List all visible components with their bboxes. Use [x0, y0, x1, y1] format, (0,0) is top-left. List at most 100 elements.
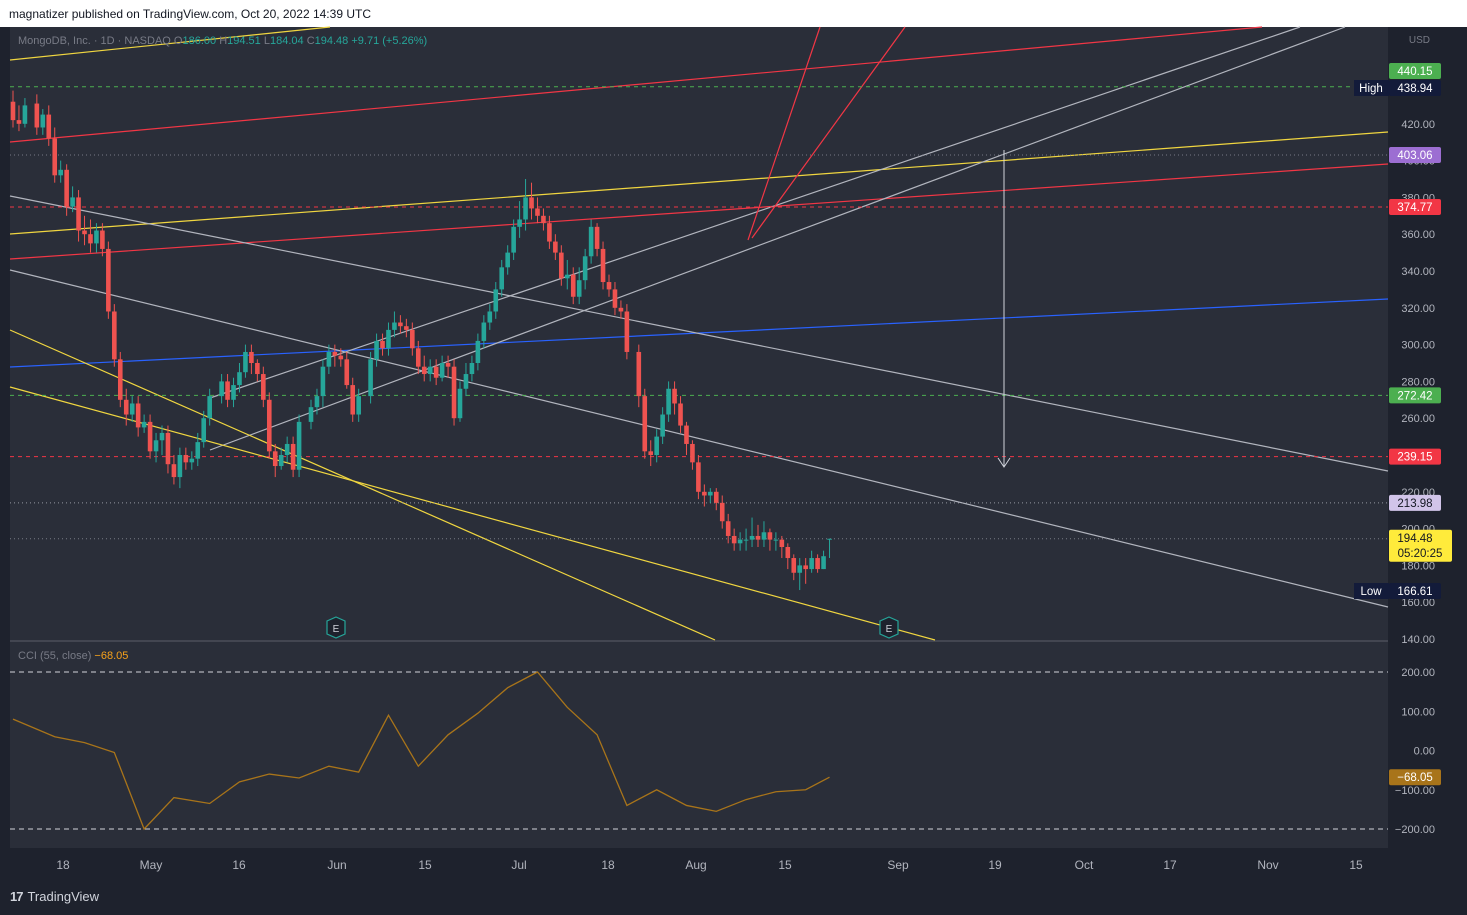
symbol-interval: 1D: [100, 35, 115, 47]
price-label-box: [1389, 199, 1441, 216]
price-tag-box: [1354, 583, 1389, 599]
time-tick-label: May: [140, 858, 163, 872]
candle-body: [511, 226, 516, 253]
candle-body: [278, 455, 284, 467]
candle-body: [171, 464, 177, 478]
candle-body: [582, 256, 588, 281]
publisher-bar: magnatizer published on TradingView.com,…: [0, 0, 1467, 27]
cci-value-text: −68.05: [1397, 772, 1433, 784]
price-tick-label: 280.00: [1401, 376, 1435, 388]
candle-body: [368, 359, 373, 397]
candle-body: [338, 355, 344, 360]
candle-body: [421, 366, 427, 375]
candle-body: [266, 399, 272, 452]
candle-body: [660, 414, 665, 437]
time-tick-label: Sep: [887, 858, 909, 872]
candle-body: [475, 340, 481, 363]
cci-tick-label: 200.00: [1401, 667, 1435, 679]
candle-body: [22, 105, 28, 124]
candle-body: [356, 396, 361, 415]
candle-body: [380, 340, 385, 349]
time-tick-label: Nov: [1257, 858, 1278, 872]
candle-body: [505, 252, 510, 268]
candle-body: [749, 535, 755, 540]
candle-body: [594, 226, 600, 249]
price-tick-label: 340.00: [1401, 266, 1435, 278]
gray-channel-lower: [9, 269, 1389, 608]
projection-arrow-head: [997, 457, 1011, 468]
candle-body: [201, 418, 207, 443]
candle-body: [296, 421, 302, 470]
time-tick-label: 17: [1163, 858, 1177, 872]
candle-body: [725, 521, 731, 536]
price-label-text: 272.42: [1397, 390, 1432, 402]
candle-body: [827, 538, 832, 540]
candle-body: [553, 241, 558, 253]
candle-body: [326, 351, 332, 367]
candle-body: [803, 565, 808, 570]
candle-body: [94, 230, 99, 244]
price-tick-label: 260.00: [1401, 413, 1435, 425]
candle-body: [46, 114, 52, 139]
candle-body: [499, 267, 505, 290]
candle-body: [481, 322, 487, 341]
chart-canvas[interactable]: EE USD420.00400.00380.00360.00340.00320.…: [0, 0, 1467, 880]
cci-line: [12, 671, 830, 831]
price-tick-label: 320.00: [1401, 303, 1435, 315]
candle-body: [344, 359, 350, 386]
time-tick-label: Jun: [327, 858, 346, 872]
candle-body: [350, 385, 356, 415]
candle-body: [398, 322, 403, 327]
candle-body: [10, 101, 16, 121]
candle-body: [272, 451, 278, 467]
candle-body: [451, 366, 457, 419]
candle-body: [284, 443, 290, 455]
price-label-box: [1389, 387, 1441, 404]
candle-body: [642, 396, 648, 452]
red-fan-line-1: [747, 26, 821, 241]
price-label-text: 194.48: [1397, 533, 1432, 545]
earnings-marker-icon: [879, 616, 899, 639]
candle-body: [666, 388, 671, 415]
price-tag-text: High: [1359, 83, 1383, 95]
price-axis-currency: USD: [1409, 35, 1430, 46]
footer-bar: [0, 880, 1467, 915]
cci-pane[interactable]: [10, 642, 1388, 848]
candle-body: [225, 381, 230, 400]
price-tick-label: 420.00: [1401, 119, 1435, 131]
candle-body: [40, 114, 46, 128]
price-label-text: 438.94: [1397, 83, 1433, 95]
gray-channel-upper: [9, 195, 1389, 472]
tradingview-logo[interactable]: 17 TradingView: [10, 889, 99, 904]
candle-body: [708, 491, 713, 496]
price-label-text: 440.15: [1397, 66, 1432, 78]
publisher-text: magnatizer published on TradingView.com,…: [9, 7, 371, 21]
tv-brand: TradingView: [27, 889, 100, 904]
candle-body: [719, 502, 725, 522]
candle-body: [392, 322, 397, 330]
price-tick-label: 140.00: [1401, 634, 1435, 646]
candle-body: [636, 351, 642, 397]
time-tick-label: 15: [778, 858, 792, 872]
candle-body: [815, 558, 820, 570]
cci-tick-label: 0.00: [1414, 746, 1435, 758]
candle-body: [374, 340, 379, 360]
candle-body: [535, 208, 540, 216]
candle-body: [70, 197, 75, 207]
earnings-marker-label: E: [886, 624, 893, 635]
candle-body: [487, 311, 493, 323]
price-tick-label: 360.00: [1401, 229, 1435, 241]
candle-body: [386, 329, 391, 349]
candle-body: [559, 252, 564, 279]
candle-body: [576, 280, 582, 297]
price-label-text: 239.15: [1397, 452, 1432, 464]
candle-body: [767, 532, 773, 540]
candle-body: [696, 462, 701, 492]
price-label-box: [1389, 146, 1441, 163]
cci-value: −68.05: [94, 650, 129, 662]
low-value: 184.04: [269, 35, 304, 47]
candle-body: [761, 532, 767, 540]
cci-name: CCI (55, close): [18, 650, 92, 662]
candle-body: [129, 403, 135, 415]
candle-body: [52, 138, 58, 176]
